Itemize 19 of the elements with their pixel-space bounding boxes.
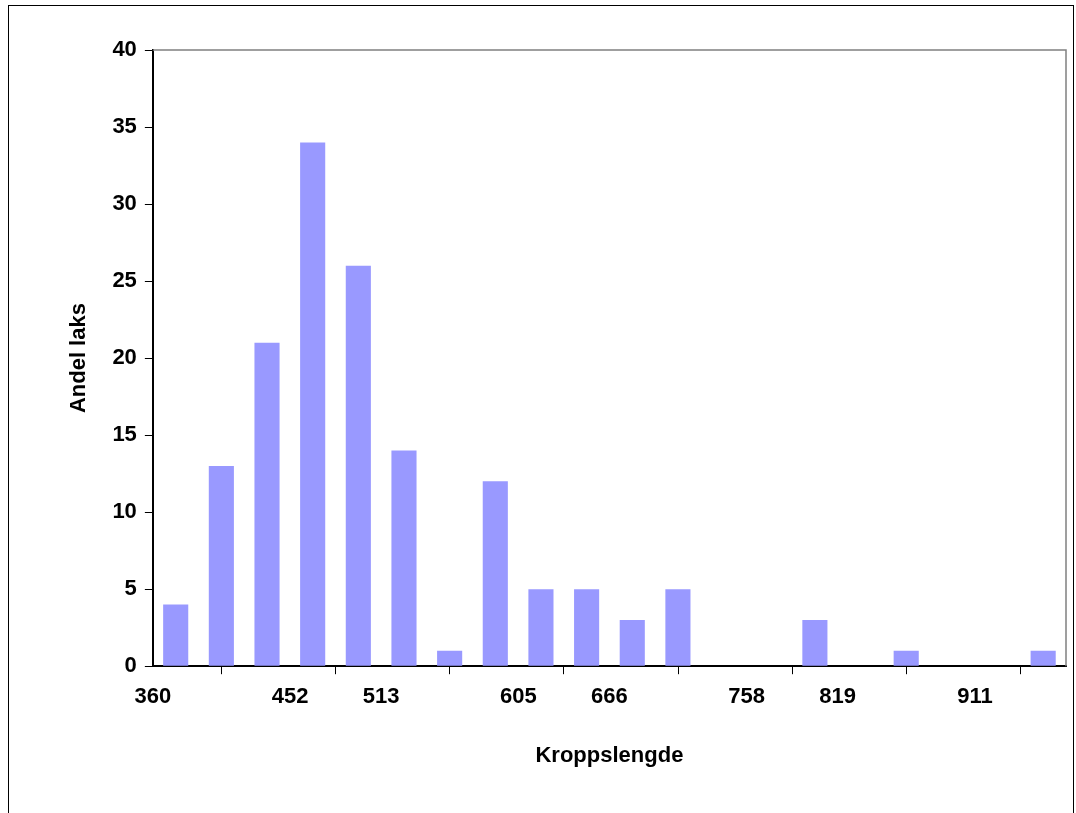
y-tick-label: 30 [112, 190, 137, 216]
x-tick-label: 819 [819, 683, 857, 709]
x-tick-label: 513 [362, 683, 400, 709]
y-tick-label: 35 [112, 113, 137, 139]
x-axis-title: Kroppslengde [535, 741, 684, 767]
y-tick-label: 5 [124, 575, 137, 601]
y-tick-label: 20 [112, 344, 137, 370]
x-tick-label: 911 [957, 683, 993, 709]
x-tick-label: 452 [271, 683, 309, 709]
x-tick-label: 605 [500, 683, 537, 709]
y-tick-label: 40 [112, 36, 137, 62]
y-tick-label: 25 [112, 267, 137, 293]
y-tick-label: 10 [112, 498, 137, 524]
y-tick-label: 0 [124, 652, 137, 678]
y-axis-title: Andel laks [65, 303, 91, 414]
x-tick-label: 360 [134, 683, 172, 709]
x-tick-label: 758 [728, 683, 766, 709]
x-tick-label: 666 [591, 683, 628, 709]
y-tick-label: 15 [112, 421, 137, 447]
